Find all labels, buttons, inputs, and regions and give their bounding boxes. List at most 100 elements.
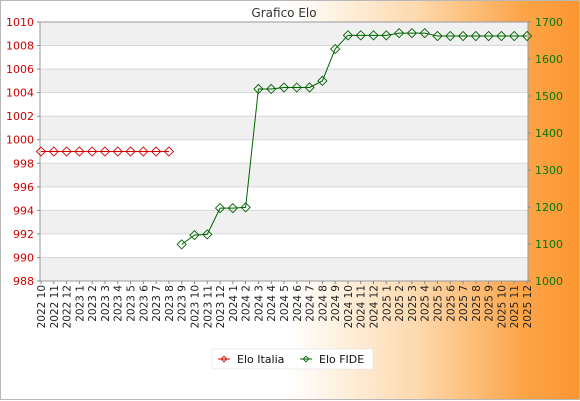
right-axis: 1000 1100 1200 1300 1400 1500 1600 1700: [528, 16, 563, 288]
legend: Elo Italia Elo FIDE: [211, 348, 374, 370]
data-point: [61, 146, 72, 157]
series-line: [181, 32, 527, 245]
data-point: [240, 202, 251, 213]
left-tick-label: 1008: [6, 40, 34, 53]
series-elo-fide: [176, 27, 533, 250]
data-point: [253, 83, 264, 95]
data-point: [381, 30, 392, 41]
grid-band: [40, 116, 528, 140]
right-tick-label: 1700: [535, 16, 563, 29]
left-tick-label: 988: [13, 275, 34, 288]
legend-swatch-marker: [302, 355, 310, 363]
data-point: [112, 146, 123, 157]
grid-band: [40, 163, 528, 187]
legend-box: [211, 348, 374, 370]
data-point: [329, 43, 341, 55]
x-tick-label: 2025 5: [432, 285, 444, 322]
data-point: [86, 146, 98, 157]
left-tick-label: 1000: [6, 134, 34, 147]
data-point: [150, 146, 162, 157]
left-tick-label: 990: [13, 251, 34, 264]
data-point: [393, 27, 405, 39]
x-tick-label: 2025 10: [496, 285, 508, 328]
x-tick-label: 2024 12: [369, 285, 381, 328]
plot-background: [40, 22, 528, 281]
x-tick-label: 2025 11: [509, 285, 521, 328]
grid-band: [40, 69, 528, 93]
legend-label: Elo Italia: [237, 353, 284, 366]
left-tick-label: 1004: [6, 87, 34, 100]
data-point: [432, 30, 443, 42]
x-tick-label: 2025 3: [407, 285, 419, 322]
data-point: [304, 82, 315, 93]
x-tick-label: 2023 5: [126, 285, 138, 322]
x-tick-label: 2024 8: [317, 285, 329, 322]
data-point: [99, 146, 111, 157]
left-tick-label: 1006: [6, 63, 34, 76]
left-tick-label: 1010: [6, 16, 34, 29]
data-point: [470, 30, 482, 42]
data-point: [445, 30, 456, 42]
data-point: [317, 75, 328, 86]
right-tick-label: 1000: [535, 275, 563, 288]
x-tick-label: 2025 7: [458, 285, 470, 322]
x-tick-label: 2025 9: [484, 285, 496, 322]
data-point: [138, 146, 149, 157]
x-tick-label: 2025 1: [381, 285, 393, 322]
x-tick-label: 2023 6: [138, 285, 150, 322]
data-point: [342, 30, 354, 41]
x-tick-label: 2025 8: [471, 285, 483, 322]
x-tick-label: 2024 3: [253, 285, 265, 322]
series-elo-italia: [35, 146, 175, 157]
data-point: [368, 30, 379, 41]
data-point: [214, 202, 226, 214]
x-tick-label: 2023 9: [177, 285, 189, 322]
x-tick-label: 2022 12: [62, 285, 74, 328]
data-point: [509, 30, 520, 42]
data-point: [227, 202, 239, 214]
x-tick-label: 2025 4: [420, 285, 432, 322]
data-point: [406, 27, 418, 39]
right-tick-label: 1500: [535, 90, 563, 103]
x-tick-label: 2023 7: [151, 285, 163, 322]
data-point: [163, 146, 175, 157]
x-tick-label: 2025 12: [522, 285, 534, 328]
series-layer: [35, 27, 533, 250]
left-tick-label: 996: [13, 181, 34, 194]
x-tick-label: 2023 2: [87, 285, 99, 322]
right-tick-label: 1200: [535, 201, 563, 214]
grid-band: [40, 210, 528, 234]
legend-swatch-marker: [220, 355, 228, 363]
left-tick-label: 998: [13, 157, 34, 170]
x-tick-label: 2024 9: [330, 285, 342, 322]
x-tick-label: 2024 10: [343, 285, 355, 328]
data-point: [48, 146, 59, 157]
data-point: [125, 146, 136, 157]
left-tick-label: 994: [13, 204, 34, 217]
x-tick-label: 2024 1: [228, 285, 240, 322]
x-tick-label: 2023 12: [215, 285, 227, 328]
grid-band: [40, 257, 528, 281]
data-point: [483, 30, 494, 42]
data-point: [278, 82, 290, 93]
data-point: [457, 30, 469, 42]
right-tick-label: 1300: [535, 164, 563, 177]
data-point: [176, 239, 187, 250]
x-tick-label: 2023 4: [113, 285, 125, 322]
right-tick-label: 1600: [535, 53, 563, 66]
grid-band: [40, 22, 528, 46]
x-tick-label: 2025 6: [445, 285, 457, 322]
x-tick-label: 2024 11: [356, 285, 368, 328]
x-tick-label: 2024 6: [292, 285, 304, 322]
x-tick-label: 2024 5: [279, 285, 291, 322]
right-tick-label: 1100: [535, 238, 563, 251]
x-tick-label: 2024 4: [266, 285, 278, 322]
data-point: [419, 27, 430, 39]
left-tick-label: 992: [13, 228, 34, 241]
x-tick-label: 2024 2: [241, 285, 253, 322]
legend-label: Elo FIDE: [319, 353, 364, 366]
legend-item-elo-italia: Elo Italia: [218, 353, 284, 366]
x-tick-label: 2022 10: [36, 285, 48, 328]
